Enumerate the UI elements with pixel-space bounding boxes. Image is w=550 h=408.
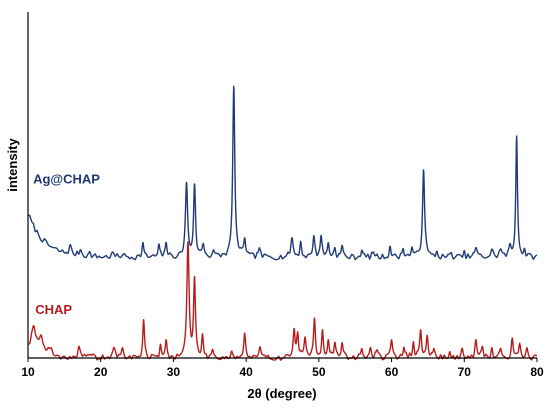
x-tick-label-50: 50 — [312, 365, 326, 379]
x-tick-label-30: 30 — [167, 365, 181, 379]
x-tick-label-60: 60 — [385, 365, 399, 379]
x-axis-label: 2θ (degree) — [247, 386, 316, 401]
series-labels: Ag@CHAP CHAP — [33, 171, 100, 317]
x-tick-label-70: 70 — [458, 365, 472, 379]
x-tick-label-10: 10 — [21, 365, 35, 379]
series-label-ag-chap: Ag@CHAP — [33, 171, 100, 186]
x-axis-ticks: 10 20 30 40 50 60 70 80 — [21, 358, 544, 379]
y-axis-label: intensity — [5, 138, 20, 192]
x-tick-label-40: 40 — [239, 365, 253, 379]
series-layer — [27, 85, 538, 361]
x-tick-label-20: 20 — [94, 365, 108, 379]
series-line-ag-chap — [27, 85, 538, 261]
series-label-chap: CHAP — [35, 302, 72, 317]
x-tick-label-80: 80 — [530, 365, 544, 379]
